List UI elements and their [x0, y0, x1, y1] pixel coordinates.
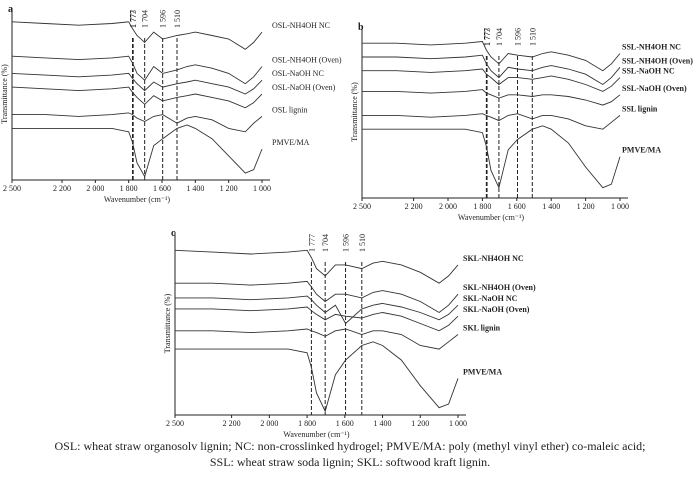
x-tick-label: 1 800 — [473, 202, 491, 211]
x-tick-label: 1 600 — [508, 202, 526, 211]
spectrum — [11, 55, 263, 85]
x-tick-label: 2 000 — [86, 184, 104, 193]
marker-label: 1 704 — [141, 10, 150, 28]
x-tick-label: 1 200 — [411, 419, 429, 428]
x-tick-label: 1 000 — [253, 184, 271, 193]
x-tick-label: 2 500 — [166, 419, 184, 428]
marker-label: 1 596 — [342, 234, 351, 252]
x-tick-label: 2 500 — [3, 184, 21, 193]
spectrum — [175, 341, 459, 413]
x-tick-label: 2 000 — [260, 419, 278, 428]
spectrum — [175, 328, 459, 350]
x-tick-label: 1 800 — [120, 184, 138, 193]
series-label: OSL-NH4OH (Oven) — [272, 55, 342, 64]
series-label: OSL-NaOH (Oven) — [272, 83, 336, 92]
x-tick-label: 2 200 — [405, 202, 423, 211]
series-label: SKL-NH4OH (Oven) — [463, 283, 536, 292]
marker-label: 1 704 — [321, 234, 330, 252]
marker-label: 1 510 — [173, 10, 182, 28]
spectrum — [175, 306, 459, 332]
x-tick-label: 1 800 — [298, 419, 316, 428]
spectrum — [175, 295, 459, 325]
series-label: SKL lignin — [463, 323, 501, 332]
spectrum — [11, 21, 263, 50]
marker-label: 1 773 — [129, 10, 138, 28]
series-label: SSL lignin — [622, 104, 658, 113]
series-label: SSL-NaOH NC — [622, 67, 675, 76]
series-label: SKL-NH4OH NC — [463, 254, 524, 263]
spectrum — [362, 41, 621, 72]
spectrum — [174, 249, 459, 284]
marker-label: 1 777 — [307, 234, 316, 252]
spectrum — [362, 89, 621, 106]
spectrum — [362, 125, 621, 190]
x-tick-label: 1 000 — [611, 202, 629, 211]
series-label: OSL-NaOH NC — [272, 69, 324, 78]
series-label: SSL-NaOH (Oven) — [622, 84, 687, 93]
series-label: SKL-NaOH NC — [463, 294, 518, 303]
caption-line: SSL: wheat straw soda lignin; SKL: softw… — [210, 455, 490, 469]
x-tick-label: 1 000 — [449, 419, 467, 428]
series-label: PMVE/MA — [463, 367, 502, 376]
spectrum — [12, 112, 263, 133]
x-tick-label: 2 200 — [53, 184, 71, 193]
panel-label: a — [8, 4, 13, 15]
marker-label: 1 596 — [159, 10, 168, 28]
x-tick-label: 1 400 — [374, 419, 392, 428]
x-tick-label: 1 600 — [153, 184, 171, 193]
x-tick-label: 1 200 — [220, 184, 238, 193]
caption-line: OSL: wheat straw organosolv lignin; NC: … — [54, 439, 645, 453]
panel-label: c — [171, 228, 176, 239]
series-label: OSL-NH4OH NC — [272, 21, 330, 30]
spectrum — [11, 72, 263, 95]
y-axis-label: Transmittance (%) — [350, 82, 359, 142]
marker-label: 1 596 — [513, 28, 522, 46]
marker-label: 1 704 — [495, 28, 504, 46]
marker-label: 1 777 — [482, 28, 491, 46]
marker-label: 1 777 — [129, 10, 138, 28]
marker-label: 1 773 — [483, 28, 492, 46]
spectrum — [362, 113, 621, 130]
series-label: PMVE/MA — [272, 138, 310, 147]
spectrum — [12, 124, 263, 178]
spectrum — [362, 54, 621, 86]
series-label: SKL-NaOH (Oven) — [463, 305, 530, 314]
x-tick-label: 2 000 — [439, 202, 457, 211]
marker-label: 1 510 — [528, 28, 537, 46]
series-label: SSL-NH4OH NC — [622, 43, 681, 52]
x-tick-label: 2 500 — [353, 202, 371, 211]
x-tick-label: 2 200 — [223, 419, 241, 428]
x-tick-label: 1 400 — [542, 202, 560, 211]
x-tick-label: 1 600 — [336, 419, 354, 428]
spectrum — [175, 280, 459, 314]
x-axis-label: Wavenumber (cm⁻¹) — [104, 195, 171, 204]
series-label: OSL lignin — [272, 105, 307, 114]
x-axis-label: Wavenumber (cm⁻¹) — [283, 430, 350, 439]
x-tick-label: 1 200 — [577, 202, 595, 211]
y-axis-label: Transmittance (%) — [0, 64, 9, 124]
panel-label: b — [358, 22, 364, 33]
marker-label: 1 510 — [358, 234, 367, 252]
series-label: PMVE/MA — [622, 146, 661, 155]
series-label: SSL-NH4OH (Oven) — [622, 56, 693, 65]
spectrum — [362, 68, 621, 92]
x-axis-label: Wavenumber (cm⁻¹) — [458, 213, 525, 222]
y-axis-label: Transmittance (%) — [163, 293, 172, 353]
spectrum — [11, 86, 263, 109]
x-tick-label: 1 400 — [186, 184, 204, 193]
